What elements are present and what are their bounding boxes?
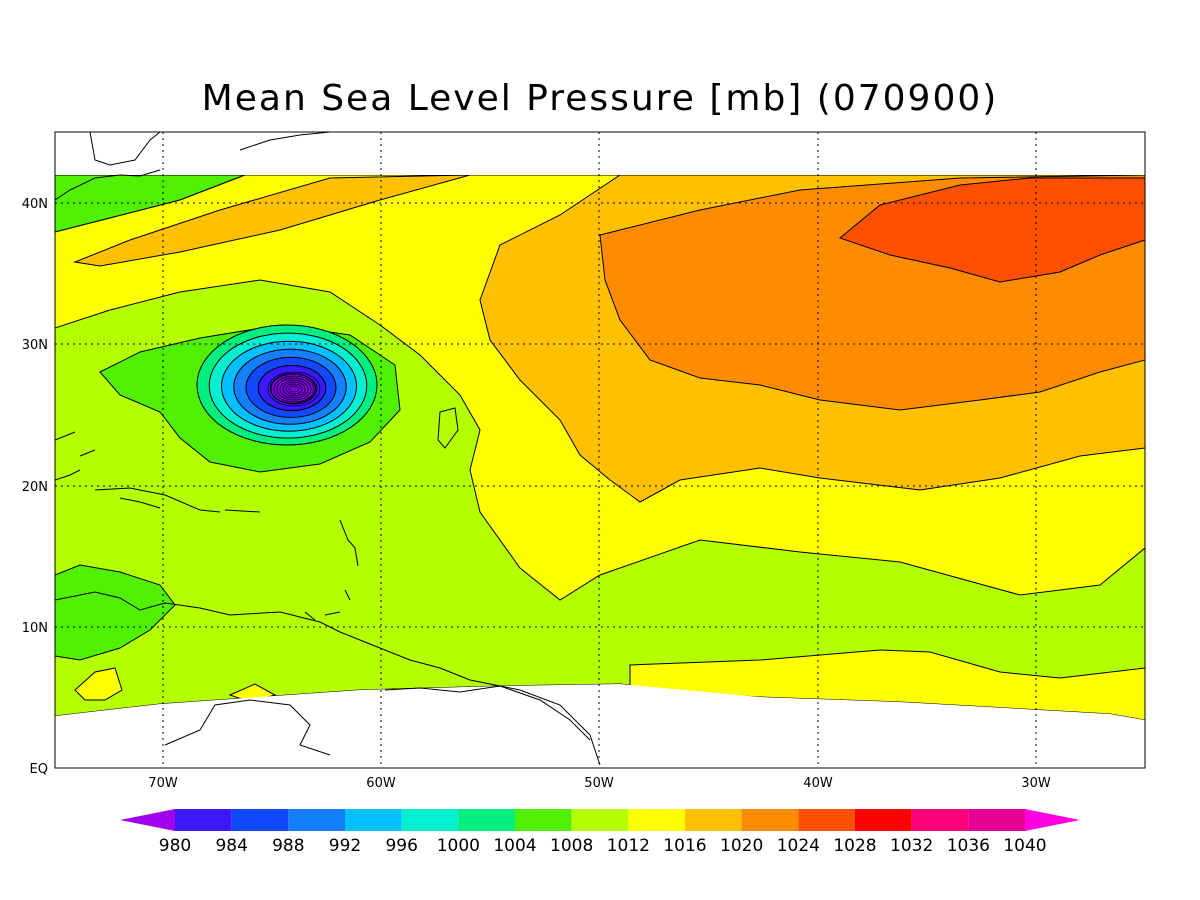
colorbar-label-8: 1012 <box>607 836 650 856</box>
colorbar-swatch-13 <box>911 809 969 831</box>
low-core-contour-0 <box>267 371 321 407</box>
colorbar-swatch-5 <box>458 809 515 831</box>
lon-label-50w: 50W <box>584 776 614 791</box>
colorbar-swatch-4 <box>401 809 459 831</box>
lat-label-eq: EQ <box>30 762 48 777</box>
coastlines <box>55 132 601 766</box>
low-core-contour-4 <box>279 379 309 399</box>
lat-label-20n: 20N <box>22 480 48 495</box>
field-1024 <box>838 177 1145 283</box>
colorbar-swatch-0 <box>175 809 232 831</box>
colorbar-swatch-7 <box>571 809 629 831</box>
lon-label-60w: 60W <box>366 776 396 791</box>
lat-label-10n: 10N <box>22 621 48 636</box>
colorbar-swatch-8 <box>628 809 685 831</box>
colorbar-swatch-1 <box>231 809 289 831</box>
colorbar-swatch-9 <box>685 809 742 831</box>
colorbar-label-15: 1040 <box>1003 836 1046 856</box>
field-1016-strip <box>73 174 471 267</box>
lon-label-30w: 30W <box>1021 776 1051 791</box>
colorbar-label-2: 988 <box>272 836 304 856</box>
colorbar-arrow-high <box>1025 809 1080 831</box>
field-1012-south <box>629 649 1145 721</box>
island-outline <box>437 407 459 449</box>
colorbar-label-1: 984 <box>215 836 247 856</box>
field-1012-spot <box>74 667 123 701</box>
colorbar-label-0: 980 <box>159 836 191 856</box>
colorbar-label-11: 1024 <box>777 836 820 856</box>
colorbar-label-10: 1020 <box>720 836 763 856</box>
lat-label-40n: 40N <box>22 197 48 212</box>
plot-frame <box>54 131 1146 769</box>
colorbar-swatch-3 <box>345 809 402 831</box>
colorbar-label-9: 1016 <box>663 836 706 856</box>
tropical-low-rings <box>196 324 378 446</box>
colorbar-swatch-11 <box>798 809 855 831</box>
colorbar-swatch-6 <box>515 809 572 831</box>
colorbar-label-5: 1000 <box>437 836 480 856</box>
no-data-north <box>55 132 1145 175</box>
map-plot-area <box>55 132 1145 768</box>
colorbar-swatch-2 <box>288 809 345 831</box>
field-1004-southwest <box>55 564 176 661</box>
low-core-contour-3 <box>276 377 312 401</box>
lon-label-40w: 40W <box>803 776 833 791</box>
longitude-labels: 70W 60W 50W 40W 30W <box>148 776 1051 791</box>
colorbar-label-4: 996 <box>385 836 417 856</box>
colorbar-label-6: 1004 <box>493 836 536 856</box>
colorbar-label-7: 1008 <box>550 836 593 856</box>
no-data-south <box>55 684 1145 768</box>
low-core-contour-7 <box>288 385 300 393</box>
latitude-labels: 40N 30N 20N 10N EQ <box>22 197 48 777</box>
low-core-contour-1 <box>270 373 318 405</box>
low-core-contour-5 <box>282 381 306 397</box>
low-core-contour-2 <box>273 375 315 403</box>
graticule <box>55 132 1145 768</box>
colorbar-labels: 980 984 988 992 996 1000 1004 1008 1012 1016 1020 1… <box>159 836 1047 856</box>
colorbar-label-12: 1028 <box>833 836 876 856</box>
colorbar-arrow-low <box>120 809 175 831</box>
colorbar-swatch-12 <box>855 809 912 831</box>
colorbar-swatch-14 <box>968 809 1025 831</box>
colorbar-label-13: 1032 <box>890 836 933 856</box>
colorbar-label-14: 1036 <box>947 836 990 856</box>
map-title: Mean Sea Level Pressure [mb] (070900) <box>201 78 999 119</box>
colorbar <box>120 809 1080 831</box>
lon-label-70w: 70W <box>148 776 178 791</box>
low-core-contour-6 <box>285 383 303 395</box>
colorbar-label-3: 992 <box>329 836 361 856</box>
lat-label-30n: 30N <box>22 338 48 353</box>
colorbar-swatch-10 <box>741 809 799 831</box>
